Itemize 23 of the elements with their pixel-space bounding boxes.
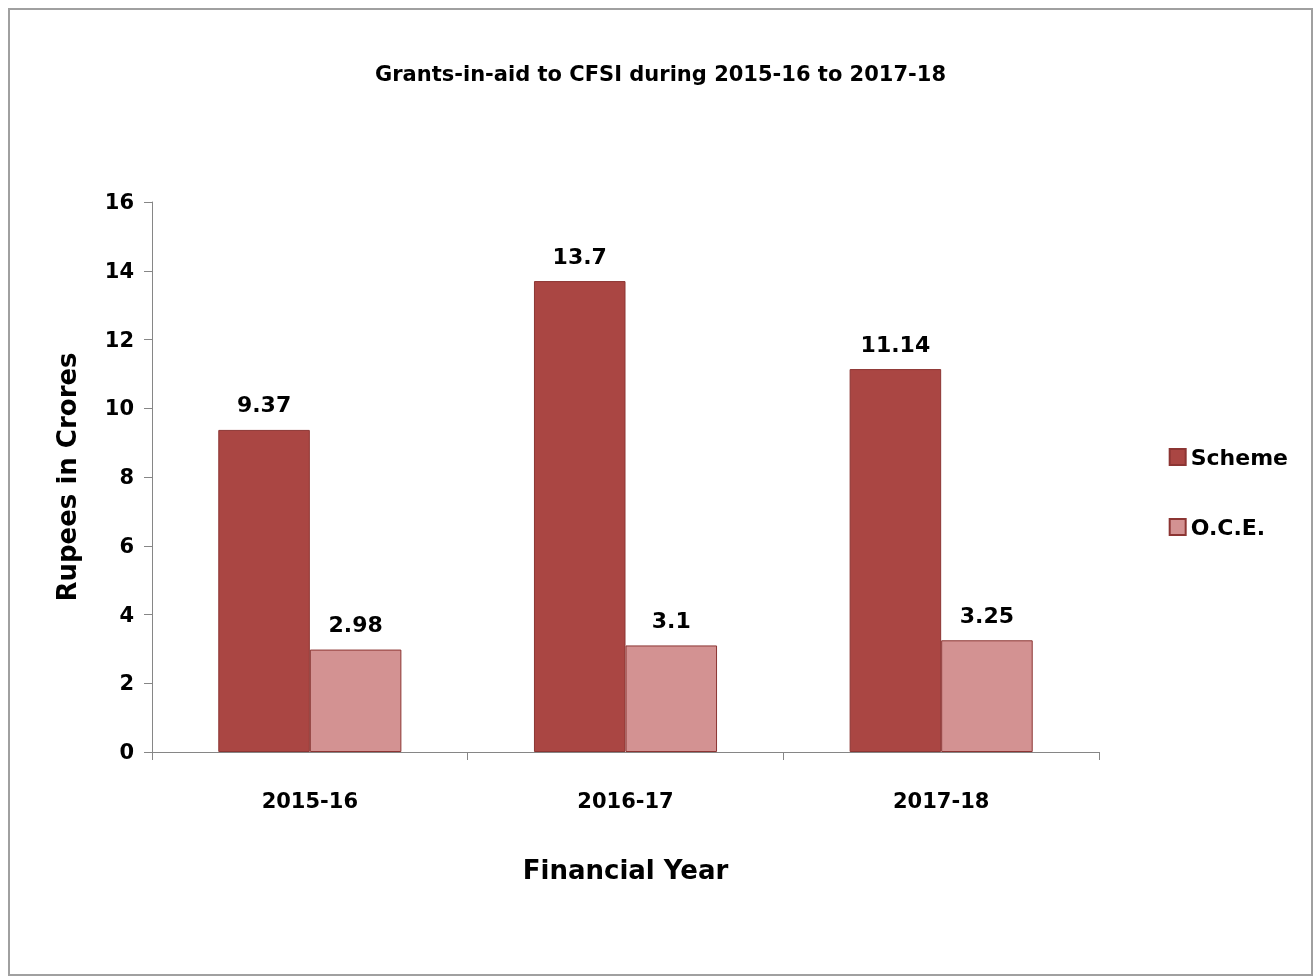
y-tick-label: 4: [119, 602, 134, 627]
y-tick-label: 6: [119, 533, 134, 558]
y-tick-label: 2: [119, 671, 134, 696]
x-axis-title: Financial Year: [522, 855, 729, 885]
data-label: 3.25: [959, 602, 1015, 628]
data-label: 13.7: [552, 243, 607, 269]
x-tick-label: 2016-17: [577, 788, 674, 813]
y-axis-title: Rupees in Crores: [52, 352, 82, 602]
y-tick-label: 10: [104, 396, 134, 421]
data-label: 3.1: [651, 607, 691, 633]
legend-label: Scheme: [1190, 444, 1289, 470]
y-tick-label: 12: [104, 327, 134, 352]
x-tick-label: 2015-16: [261, 788, 359, 813]
legend-label: O.C.E.: [1190, 514, 1266, 540]
x-tick-label: 2017-18: [892, 788, 990, 813]
data-label: 9.37: [236, 392, 292, 418]
data-label: 11.14: [860, 331, 931, 357]
data-label: 2.98: [328, 612, 383, 638]
y-tick-label: 14: [104, 258, 134, 283]
y-tick-label: 0: [119, 740, 134, 764]
chart-title: Grants-in-aid to CFSI during 2015-16 to 2017-18: [374, 61, 947, 86]
y-tick-label: 8: [119, 465, 134, 489]
y-tick-label: 16: [104, 190, 134, 214]
